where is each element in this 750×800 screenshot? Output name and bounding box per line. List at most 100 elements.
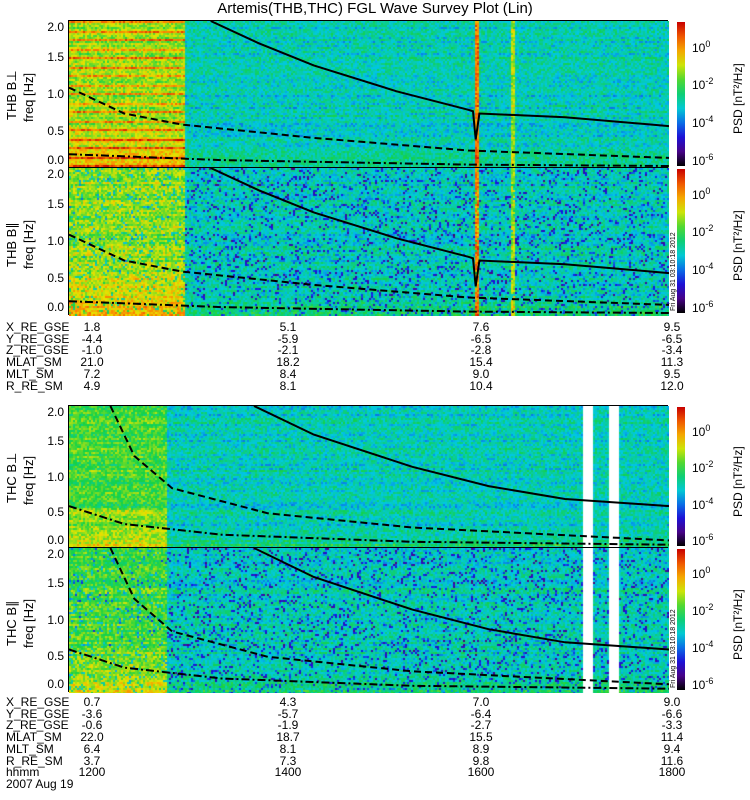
ephemeris-value: -2.1 [277, 343, 299, 358]
tick-exponent: -6 [705, 152, 714, 163]
ephemeris-value: 1200 [78, 765, 106, 780]
colorbar-tick-label: 100 [692, 422, 711, 440]
colorbar-tick-label: 10-2 [692, 224, 713, 240]
panel-label: THB B⊥ [4, 70, 19, 120]
y-tick-label: 1.5 [47, 576, 64, 591]
ephemeris-value: -6.5 [470, 331, 492, 346]
ephemeris-value: 6.4 [83, 741, 101, 756]
tick-base: 10 [692, 424, 706, 439]
y-tick-label: 0.0 [47, 300, 64, 314]
colorbar-tick-label: 10-6 [692, 677, 713, 693]
dashed-frequency-line [109, 406, 669, 542]
y-axis-label: freq [Hz] [21, 598, 36, 648]
ephemeris-label: MLAT_SM [6, 730, 62, 745]
spectrogram-panel-thb-par [68, 167, 669, 316]
colorbar [677, 549, 685, 690]
colorbar-tick-label: 10-4 [692, 262, 713, 278]
date-label: 2007 Aug 19 [6, 776, 74, 791]
solid-frequency-line [253, 406, 669, 508]
curve-layer [69, 548, 669, 690]
ephemeris-value: -1.9 [277, 718, 299, 733]
colorbar [677, 22, 685, 166]
timestamp: Fri Aug 31 03:10:18 2012 [670, 232, 677, 311]
y-tick-label: 0.0 [47, 533, 64, 547]
ephemeris-label: Y_RE_GSE [6, 706, 70, 721]
colorbar-tick-label: 10-6 [692, 533, 713, 549]
y-tick-label: 0.5 [47, 271, 64, 285]
ephemeris-value: -3.3 [661, 718, 683, 733]
colorbar-label: PSD [nT²/Hz] [731, 63, 745, 134]
ephemeris-value: 10.4 [469, 378, 493, 393]
ephemeris-value: 4.3 [279, 695, 297, 709]
ephemeris-value: 1800 [658, 765, 686, 780]
tick-exponent: -4 [705, 114, 714, 125]
colorbar-tick-label: 10-2 [692, 77, 713, 93]
dashdot-frequency-line [69, 153, 669, 167]
ephemeris-label: Z_RE_GSE [6, 718, 69, 733]
colorbar [677, 169, 685, 313]
ephemeris-value: -6.5 [661, 331, 683, 346]
tick-base: 10 [692, 641, 706, 656]
y-axis-label: freq [Hz] [21, 219, 36, 269]
tick-exponent: 0 [705, 422, 711, 433]
colorbar-tick-label: 10-2 [692, 603, 713, 619]
ephemeris-value: 9.0 [472, 366, 490, 381]
y-tick-label: 1.0 [47, 612, 64, 627]
ephemeris-value: -6.6 [661, 706, 683, 721]
ephemeris-value: 15.4 [469, 355, 493, 370]
colorbar-tick-label: 10-4 [692, 496, 713, 513]
ephemeris-value: 9.4 [663, 741, 681, 756]
ephemeris-value: 21.0 [80, 355, 104, 370]
tick-base: 10 [692, 263, 706, 278]
y-axis-label: freq [Hz] [21, 455, 36, 505]
tick-base: 10 [692, 461, 706, 476]
colorbar-tick-label: 10-6 [692, 300, 713, 316]
ephemeris-value: -6.4 [470, 706, 492, 721]
y-tick-label: 2.0 [47, 20, 64, 34]
ephemeris-label: MLAT_SM [6, 355, 62, 370]
ephemeris-value: 9.5 [663, 320, 681, 334]
ephemeris-value: 9.0 [663, 695, 681, 709]
tick-exponent: -2 [705, 76, 714, 87]
y-tick-label: 0.5 [47, 648, 64, 663]
tick-base: 10 [692, 534, 706, 549]
ephemeris-value: 7.3 [279, 753, 297, 768]
y-axis-label: freq [Hz] [21, 72, 36, 122]
tick-base: 10 [692, 604, 706, 619]
ephemeris-label: X_RE_GSE [6, 320, 70, 334]
panel-label: THC B⊥ [4, 452, 19, 503]
ephemeris-label: R_RE_SM [6, 378, 63, 393]
colorbar-label: PSD [nT²/Hz] [731, 445, 745, 517]
tick-base: 10 [692, 154, 706, 169]
ephemeris-value: -2.7 [470, 718, 492, 733]
ephemeris-value: 12.0 [660, 378, 684, 393]
ephemeris-value: 8.4 [279, 366, 297, 381]
timestamp: Fri Aug 31 03:10:18 2012 [670, 609, 677, 688]
tick-exponent: -4 [705, 639, 714, 650]
ephemeris-label: Y_RE_GSE [6, 331, 70, 346]
y-tick-label: 2.0 [47, 547, 64, 561]
panel-label: THC B∥ [4, 600, 19, 646]
ephemeris-value: 4.9 [83, 378, 101, 393]
ephemeris-value: 9.5 [663, 366, 681, 381]
tick-exponent: 0 [705, 564, 711, 575]
tick-exponent: -2 [705, 602, 714, 613]
ephemeris-value: -3.6 [81, 706, 103, 721]
ephemeris-value: 18.7 [276, 730, 300, 745]
dashdot-frequency-line [69, 300, 669, 314]
dashed-frequency-line [69, 233, 669, 306]
colorbar-label: PSD [nT²/Hz] [731, 210, 745, 281]
tick-base: 10 [692, 78, 706, 93]
spectrogram-canvas [69, 406, 669, 549]
spectrogram-panel-thb-perp [68, 20, 669, 169]
y-tick-label: 1.0 [47, 87, 64, 101]
y-tick-label: 0.5 [47, 124, 64, 138]
y-tick-label: 2.0 [47, 167, 64, 181]
tick-base: 10 [692, 40, 706, 55]
tick-exponent: -6 [705, 676, 714, 687]
ephemeris-label: Z_RE_GSE [6, 343, 69, 358]
solid-frequency-line [253, 548, 669, 651]
plot-title: Artemis(THB,THC) FGL Wave Survey Plot (L… [217, 0, 533, 17]
ephemeris-value: 9.8 [472, 753, 490, 768]
tick-base: 10 [692, 497, 706, 512]
